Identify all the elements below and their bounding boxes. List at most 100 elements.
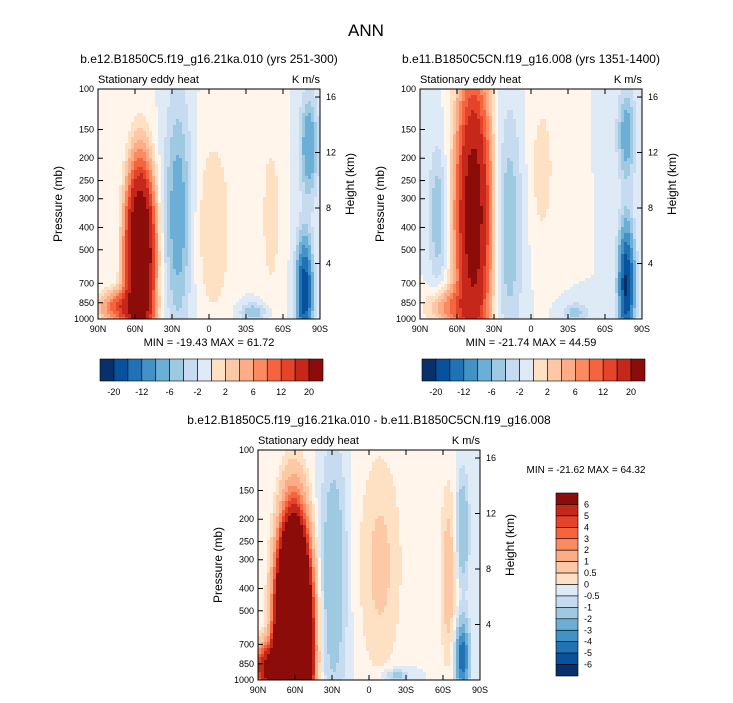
- y2-tick-label: 12: [486, 509, 496, 519]
- colorbar-label: 2: [584, 545, 589, 555]
- colorbar-label: 6: [584, 499, 589, 509]
- colorbar: 6 54 32 10.5 0-0.5-1 -2-3 -4-5 -6: [555, 492, 600, 677]
- colorbar-label: -12: [135, 387, 148, 397]
- colorbar-box: [555, 641, 579, 654]
- colorbar-label: 0.5: [584, 568, 597, 578]
- y-tick-label: 100: [239, 445, 254, 455]
- colorbar-label: -0.5: [584, 591, 600, 601]
- y-axis-label: Pressure (mb): [51, 166, 65, 242]
- y-tick-label: 400: [79, 222, 94, 232]
- colorbar-box: [183, 358, 198, 382]
- y-tick-label: 1000: [396, 314, 416, 324]
- colorbar-label: 20: [626, 387, 636, 397]
- colorbar-box: [555, 595, 579, 608]
- colorbar-box: [602, 358, 618, 382]
- colorbar-box: [280, 358, 296, 382]
- min-max-stats: MIN = -21.62 MAX = 64.32: [527, 465, 646, 476]
- colorbar-label: -6: [166, 387, 174, 397]
- y-tick-label: 200: [239, 514, 254, 524]
- colorbar-label: -12: [457, 387, 470, 397]
- y-tick-label: 400: [401, 222, 416, 232]
- panel-title: b.e12.B1850C5.f19_g16.21ka.010 (yrs 251-…: [80, 52, 338, 66]
- y2-tick-label: 4: [326, 259, 331, 269]
- x-tick-label: 30S: [398, 685, 414, 695]
- colorbar-label: 6: [573, 387, 578, 397]
- y-tick-label: 250: [239, 537, 254, 547]
- colorbar-box: [141, 358, 157, 382]
- chart-panel-2: b.e11.B1850C5CN.f19_g16.008 (yrs 1351-14…: [373, 52, 679, 397]
- x-tick-label: 30N: [486, 324, 503, 334]
- y2-tick-label: 4: [648, 259, 653, 269]
- y-tick-label: 300: [401, 194, 416, 204]
- x-tick-label: 60N: [127, 324, 144, 334]
- colorbar-label: -3: [584, 625, 592, 635]
- y2-tick-label: 4: [486, 620, 491, 630]
- colorbar-box: [575, 358, 590, 382]
- colorbar-box: [519, 358, 534, 382]
- colorbar-box: [588, 358, 604, 382]
- x-tick-label: 60N: [287, 685, 304, 695]
- colorbar-box: [225, 358, 240, 382]
- y2-tick-label: 8: [648, 203, 653, 213]
- y2-tick-label: 8: [486, 564, 491, 574]
- colorbar-box: [127, 358, 143, 382]
- contour-field: [258, 450, 480, 680]
- y-tick-label: 500: [79, 245, 94, 255]
- left-subtitle: Stationary eddy heat: [98, 74, 199, 86]
- colorbar-box: [555, 561, 579, 574]
- colorbar-box: [555, 607, 579, 620]
- x-tick-label: 0: [528, 324, 533, 334]
- y2-axis-label: Height (km): [503, 514, 517, 576]
- colorbar-box: [555, 515, 579, 528]
- colorbar-box: [99, 358, 115, 382]
- colorbar-box: [113, 358, 129, 382]
- colorbar-label: 2: [545, 387, 550, 397]
- colorbar-box: [294, 358, 310, 382]
- y2-tick-label: 16: [486, 453, 496, 463]
- y-tick-label: 700: [239, 639, 254, 649]
- colorbar-box: [555, 504, 579, 517]
- colorbar-label: -5: [584, 648, 592, 658]
- colorbar-label: -2: [516, 387, 524, 397]
- colorbar-box: [555, 652, 579, 665]
- colorbar-box: [555, 664, 579, 677]
- colorbar-box: [463, 358, 479, 382]
- y-tick-label: 500: [239, 606, 254, 616]
- colorbar-box: [491, 358, 506, 382]
- colorbar-box: [555, 629, 579, 642]
- y-tick-label: 150: [401, 125, 416, 135]
- colorbar-box: [421, 358, 437, 382]
- y-tick-label: 1000: [234, 675, 254, 685]
- y2-tick-label: 16: [326, 92, 336, 102]
- y-tick-label: 200: [79, 153, 94, 163]
- x-tick-label: 90S: [634, 324, 650, 334]
- y-tick-label: 1000: [74, 314, 94, 324]
- colorbar-label: -1: [584, 602, 592, 612]
- colorbar-label: 2: [223, 387, 228, 397]
- x-tick-label: 90N: [250, 685, 267, 695]
- y-tick-label: 250: [79, 176, 94, 186]
- colorbar-label: 3: [584, 534, 589, 544]
- units-label: K m/s: [452, 435, 481, 447]
- x-tick-label: 30S: [238, 324, 254, 334]
- panel-title: b.e11.B1850C5CN.f19_g16.008 (yrs 1351-14…: [402, 52, 660, 66]
- colorbar-label: -2: [584, 614, 592, 624]
- colorbar-box: [477, 358, 492, 382]
- y-tick-label: 100: [401, 84, 416, 94]
- chart-panel-3: b.e12.B1850C5.f19_g16.21ka.010 - b.e11.B…: [187, 413, 646, 695]
- min-max-stats: MIN = -21.74 MAX = 44.59: [466, 337, 597, 349]
- colorbar-box: [449, 358, 465, 382]
- units-label: K m/s: [292, 74, 321, 86]
- y-tick-label: 700: [401, 278, 416, 288]
- y-tick-label: 250: [401, 176, 416, 186]
- y-tick-label: 300: [239, 555, 254, 565]
- colorbar-label: -6: [584, 660, 592, 670]
- x-tick-label: 90N: [412, 324, 429, 334]
- y2-axis-label: Height (km): [665, 153, 679, 215]
- colorbar-label: 4: [584, 522, 589, 532]
- y-tick-label: 850: [79, 298, 94, 308]
- x-tick-label: 60S: [435, 685, 451, 695]
- y-tick-label: 200: [401, 153, 416, 163]
- contour-field: [420, 89, 642, 319]
